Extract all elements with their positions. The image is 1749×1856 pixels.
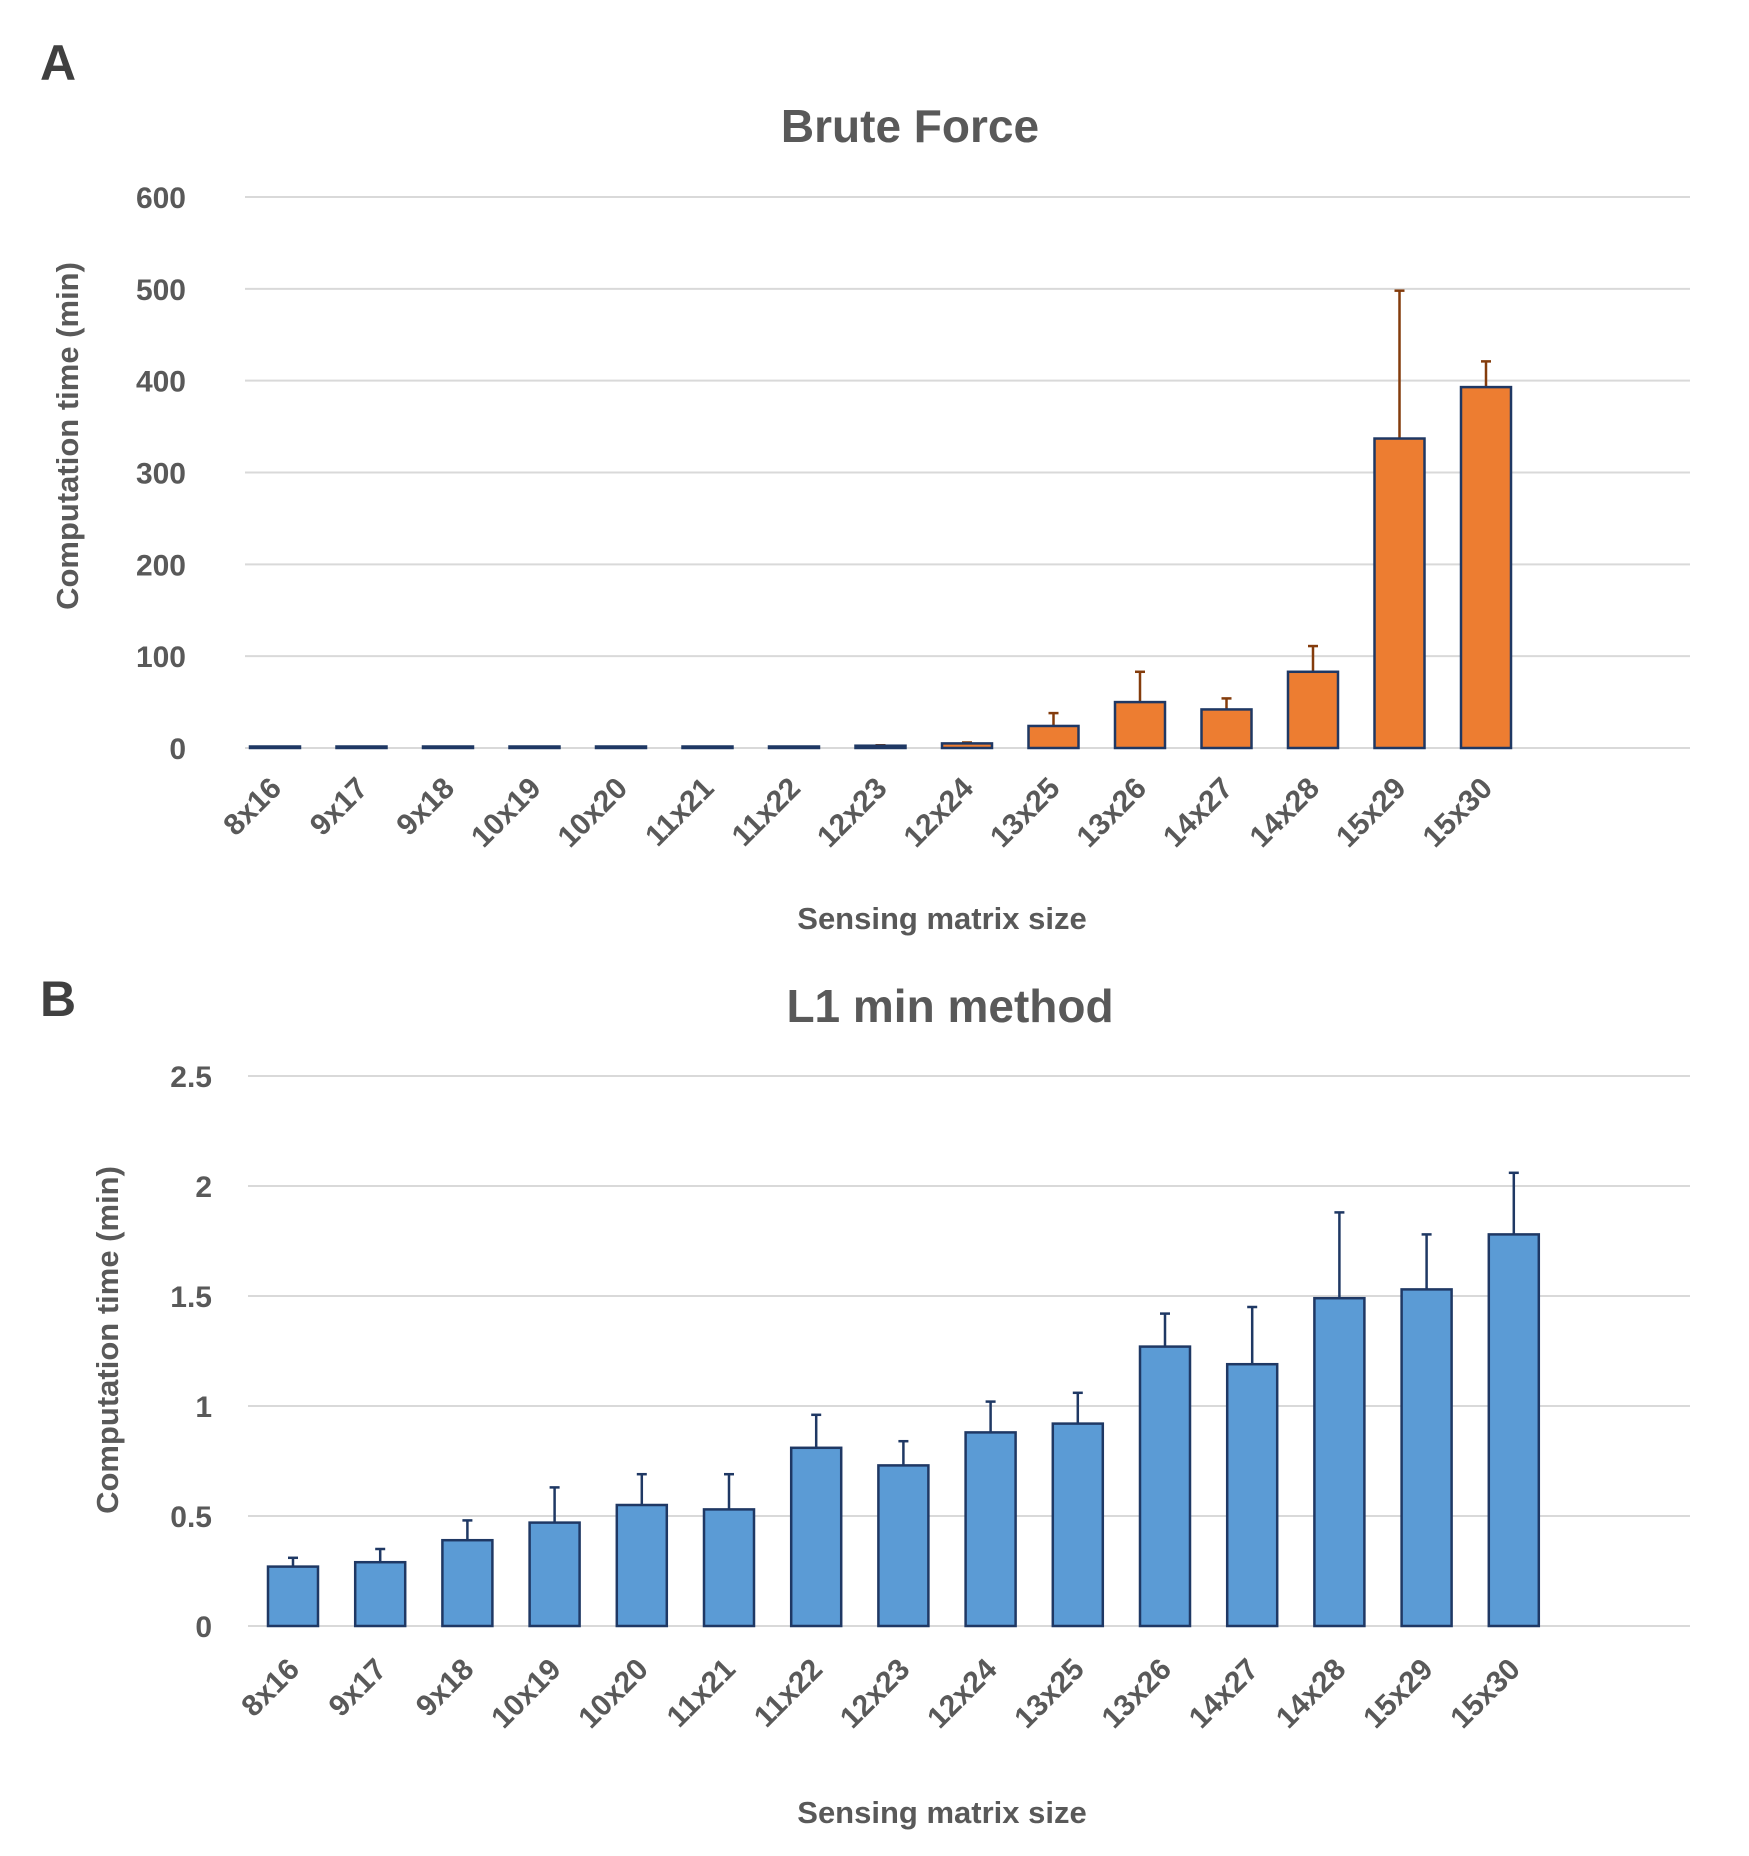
panel-label-b: B <box>40 971 76 1027</box>
y-tick-label: 1 <box>195 1391 212 1424</box>
bar <box>1138 1345 1192 1628</box>
y-tick-label: 0.5 <box>170 1501 212 1534</box>
y-tick-label: 1.5 <box>170 1281 212 1314</box>
bar <box>1459 385 1513 750</box>
bar <box>1400 1288 1453 1628</box>
bar <box>1313 1296 1366 1628</box>
bar <box>1051 1422 1105 1628</box>
bar <box>877 1464 930 1628</box>
y-tick-label: 200 <box>136 549 186 582</box>
bar <box>964 1431 1017 1628</box>
bar <box>353 1560 407 1628</box>
bar <box>681 745 734 750</box>
x-axis-title-a: Sensing matrix size <box>797 901 1086 936</box>
bar <box>702 1508 756 1628</box>
chart-title-b: L1 min method <box>786 980 1113 1032</box>
bar <box>1200 708 1253 750</box>
y-axis-title-b: Computation time (min) <box>90 1166 125 1514</box>
y-tick-labels-b: 0 0.5 1 1.5 2 2.5 <box>170 1061 212 1644</box>
y-tick-label: 0 <box>195 1611 212 1644</box>
bar <box>1113 700 1167 750</box>
bar <box>528 1521 581 1628</box>
bar <box>767 745 821 750</box>
y-tick-label: 300 <box>136 458 186 491</box>
y-tick-label: 400 <box>136 366 186 399</box>
chart-title-a: Brute Force <box>781 100 1039 152</box>
bars-a <box>248 385 1513 750</box>
y-tick-label: 500 <box>136 274 186 307</box>
y-tick-label: 0 <box>169 733 186 766</box>
bar <box>1027 724 1080 750</box>
bar <box>940 742 994 750</box>
bar <box>854 744 907 750</box>
bar <box>615 1503 669 1628</box>
bar <box>594 745 648 750</box>
bar <box>508 745 561 750</box>
bar <box>1373 437 1426 750</box>
x-axis-title-b: Sensing matrix size <box>797 1795 1086 1830</box>
bar <box>1487 1233 1541 1628</box>
bars-b <box>266 1233 1541 1628</box>
bar <box>1286 670 1340 750</box>
y-axis-title-a: Computation time (min) <box>50 262 85 610</box>
panel-label-a: A <box>40 35 76 91</box>
y-tick-label: 600 <box>136 182 186 215</box>
y-tick-label: 2 <box>195 1171 212 1204</box>
grid-lines-a <box>245 196 1690 749</box>
y-tick-labels-a: 0 100 200 300 400 500 600 <box>136 182 186 766</box>
bar <box>789 1446 843 1628</box>
bar <box>421 745 475 750</box>
y-tick-label: 100 <box>136 641 186 674</box>
bar <box>248 745 302 750</box>
bar <box>266 1565 320 1628</box>
bar <box>335 745 388 750</box>
y-tick-label: 2.5 <box>170 1061 212 1094</box>
bar <box>1225 1362 1279 1628</box>
bar <box>441 1538 494 1628</box>
